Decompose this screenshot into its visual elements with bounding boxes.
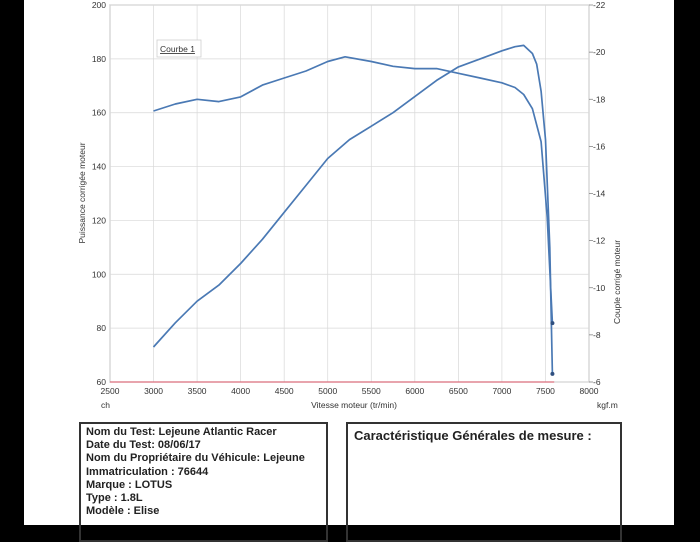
y-left-tick-label: 160 xyxy=(92,108,106,118)
x-tick-label: 4000 xyxy=(231,386,250,396)
x-tick-label: 8000 xyxy=(580,386,599,396)
y-right-tick-label: -8 xyxy=(593,330,601,340)
x-axis-label: Vitesse moteur (tr/min) xyxy=(311,400,397,410)
info-test-name: Nom du Test: Lejeune Atlantic Racer xyxy=(86,426,277,438)
x-tick-label: 6500 xyxy=(449,386,468,396)
report-page: 2500 3000 3500 4000 4500 5000 5500 6000 6500 7000… xyxy=(24,0,674,542)
test-info-box: Nom du Test: Lejeune Atlantic Racer Date… xyxy=(79,422,328,542)
y-left-tick-label: 140 xyxy=(92,162,106,172)
y-left-tick-label: 180 xyxy=(92,54,106,64)
y-right-tick-label: -10 xyxy=(593,283,606,293)
y-axis-right-label: Couple corrigé moteur xyxy=(612,240,622,324)
x-tick-label: 5000 xyxy=(318,386,337,396)
info-owner: Nom du Propriétaire du Véhicule: Lejeune xyxy=(86,452,305,465)
y-right-tick-label: -18 xyxy=(593,94,606,104)
info-brand: Marque : LOTUS xyxy=(86,478,173,491)
x-tick-label: 7000 xyxy=(492,386,511,396)
legend-label: Courbe 1 xyxy=(160,44,195,54)
x-tick-label: 4500 xyxy=(275,386,294,396)
chart-legend: Courbe 1 xyxy=(156,39,202,58)
y-left-tick-label: 80 xyxy=(97,323,107,333)
series-end-marker xyxy=(550,321,555,326)
series-end-marker xyxy=(550,371,555,376)
series-line-1 xyxy=(153,55,554,324)
y-right-tick-label: -12 xyxy=(593,236,606,246)
measurement-characteristics-title: Caractéristique Générales de mesure : xyxy=(354,428,592,443)
legend-box xyxy=(156,39,202,58)
x-tick-label: 7500 xyxy=(536,386,555,396)
y-right-tick-label: -22 xyxy=(593,0,606,10)
x-unit-right: kgf.m xyxy=(597,400,618,410)
info-type: Type : 1.8L xyxy=(86,492,143,505)
x-tick-label: 3500 xyxy=(188,386,207,396)
y-right-tick-label: -20 xyxy=(593,47,606,57)
info-test-date: Date du Test: 08/06/17 xyxy=(86,439,201,452)
y-right-tick-label: -16 xyxy=(593,141,606,151)
x-unit-left: ch xyxy=(101,400,110,410)
info-model: Modèle : Elise xyxy=(86,505,160,518)
x-tick-label: 3000 xyxy=(144,386,163,396)
y-axis-left-label: Puissance corrigée moteur xyxy=(77,142,87,243)
series-line-0 xyxy=(152,44,554,374)
plot-area xyxy=(109,4,590,383)
info-registration: Immatriculation : 76644 xyxy=(86,465,209,478)
series-layer xyxy=(110,44,555,383)
x-tick-label: 5500 xyxy=(362,386,381,396)
y-left-tick-label: 60 xyxy=(97,377,107,387)
y-left-tick-label: 120 xyxy=(92,215,106,225)
x-tick-label: 2500 xyxy=(101,386,120,396)
x-tick-label: 6000 xyxy=(405,386,424,396)
axes: 2500 3000 3500 4000 4500 5000 5500 6000 6500 7000… xyxy=(92,0,606,396)
y-right-tick-label: -6 xyxy=(593,377,601,387)
y-right-tick-label: -14 xyxy=(593,189,606,199)
dyno-chart: 2500 3000 3500 4000 4500 5000 5500 6000 6500 7000… xyxy=(77,0,622,410)
y-left-tick-label: 100 xyxy=(92,269,106,279)
measurement-characteristics-box: Caractéristique Générales de mesure : xyxy=(346,422,622,542)
y-left-tick-label: 200 xyxy=(92,0,106,10)
